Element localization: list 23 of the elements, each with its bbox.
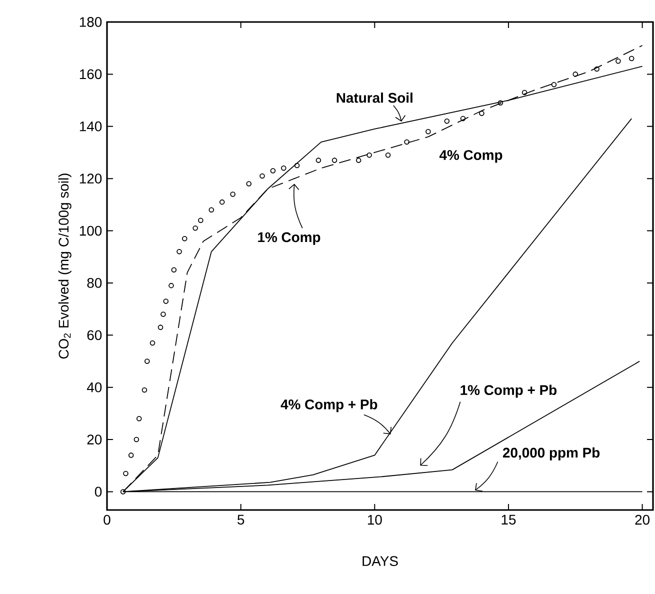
x-tick-label: 5 [238,514,244,525]
y-tick-label: 0 [94,486,102,497]
x-axis-title: DAYS [362,556,398,566]
series-label: Natural Soil [336,92,412,103]
series-label: 1% Comp [258,232,320,245]
y-tick-label: 20 [87,434,102,444]
series-label: 4% Comp [439,150,502,163]
y-tick-label: 120 [80,174,102,184]
y-tick-label: 40 [86,382,102,392]
series-label: 4% Comp + Pb [280,399,378,412]
y-tick-label: 60 [87,330,102,340]
y-tick-label: 180 [80,17,102,27]
x-tick-label: 15 [502,514,516,525]
y-tick-label: 140 [80,121,102,132]
y-axis-title: CO$_{2}$ Evolved (mg C/100g soil) [58,174,72,359]
x-tick-label: 0 [104,514,110,525]
y-tick-label: 160 [80,69,102,80]
y-tick-label: 100 [80,226,102,236]
x-tick-label: 10 [368,514,382,525]
text: 20,000 ppm Pb [502,447,600,460]
series-label: 1% Comp + Pb [460,384,557,398]
x-tick-label: 20 [635,514,650,525]
y-tick-label: 80 [87,278,102,288]
